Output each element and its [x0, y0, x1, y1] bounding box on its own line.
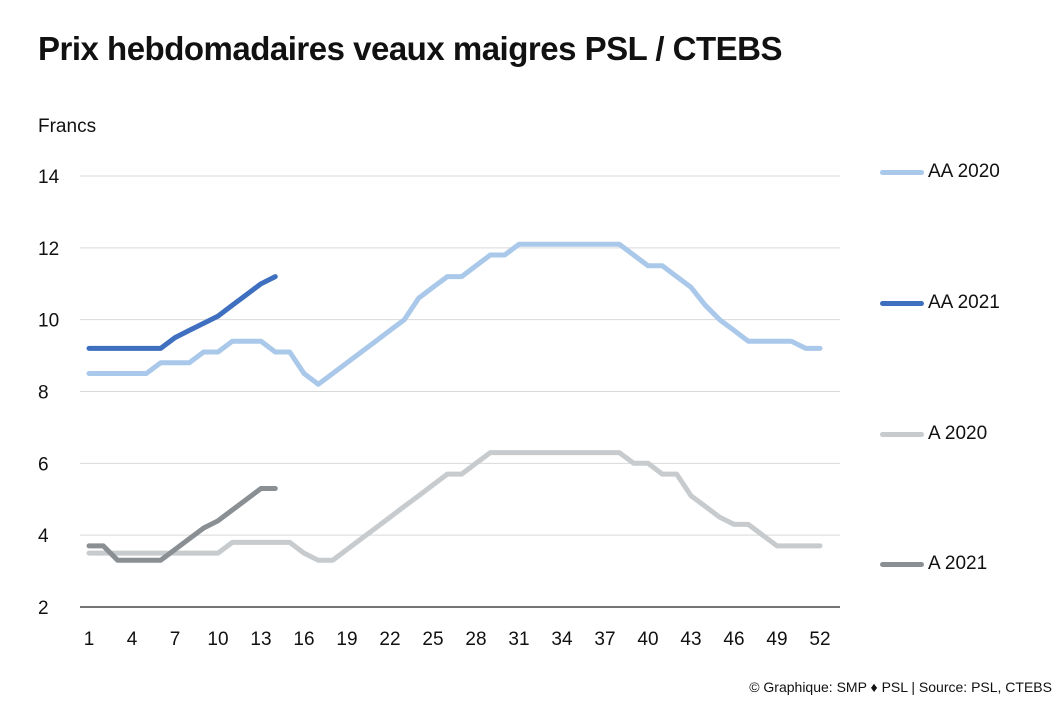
legend-item: AA 2021: [880, 291, 1000, 315]
series-line-a-2020: [86, 450, 823, 563]
chart-title: Prix hebdomadaires veaux maigres PSL / C…: [38, 30, 783, 67]
legend-item: A 2020: [880, 422, 987, 446]
source-credit: © Graphique: SMP ♦ PSL | Source: PSL, CT…: [749, 679, 1052, 695]
x-tick-label: 37: [594, 629, 615, 650]
x-tick-label: 19: [336, 629, 357, 650]
x-tick-labels: 1 4 7 10 13 16 19 22 25 28 31 34 37 40 43 46 49 52: [84, 629, 831, 650]
legend-label: AA 2020: [928, 161, 1000, 182]
legend-label: A 2021: [928, 553, 988, 574]
y-axis-unit-label: Francs: [38, 116, 97, 137]
y-tick-labels: 2 4 6 8 10 12 14: [38, 167, 60, 619]
x-tick-label: 31: [508, 629, 529, 650]
legend-item: A 2021: [880, 552, 987, 576]
legend-swatch: [880, 169, 924, 175]
x-tick-label: 28: [465, 629, 486, 650]
y-tick-label: 2: [38, 598, 49, 619]
x-tick-label: 10: [207, 629, 228, 650]
series-line-aa-2021: [86, 274, 278, 351]
x-tick-label: 25: [422, 629, 443, 650]
x-tick-label: 13: [250, 629, 271, 650]
x-tick-label: 34: [551, 629, 573, 650]
x-tick-label: 22: [379, 629, 400, 650]
x-tick-label: 1: [84, 629, 95, 650]
series-line-aa-2020: [86, 241, 823, 387]
y-tick-label: 4: [38, 526, 49, 547]
x-tick-label: 16: [293, 629, 314, 650]
x-tick-label: 4: [127, 629, 138, 650]
legend-swatch: [880, 431, 924, 437]
legend-item: AA 2020: [880, 160, 1000, 184]
legend-label: A 2020: [928, 423, 988, 444]
x-tick-label: 46: [723, 629, 744, 650]
y-tick-label: 6: [38, 454, 49, 475]
y-tick-label: 12: [38, 239, 59, 260]
y-tick-label: 10: [38, 311, 59, 332]
series-line-a-2021: [86, 486, 278, 563]
legend-label: AA 2021: [928, 292, 1000, 313]
y-tick-label: 14: [38, 167, 60, 188]
gridlines: [80, 175, 840, 608]
y-tick-label: 8: [38, 383, 49, 404]
x-tick-label: 52: [809, 629, 830, 650]
series-lines: [86, 241, 823, 563]
legend-swatch: [880, 561, 924, 567]
x-tick-label: 43: [680, 629, 701, 650]
legend-swatch: [880, 300, 924, 306]
x-tick-label: 40: [637, 629, 658, 650]
x-tick-label: 7: [170, 629, 181, 650]
x-tick-label: 49: [766, 629, 787, 650]
